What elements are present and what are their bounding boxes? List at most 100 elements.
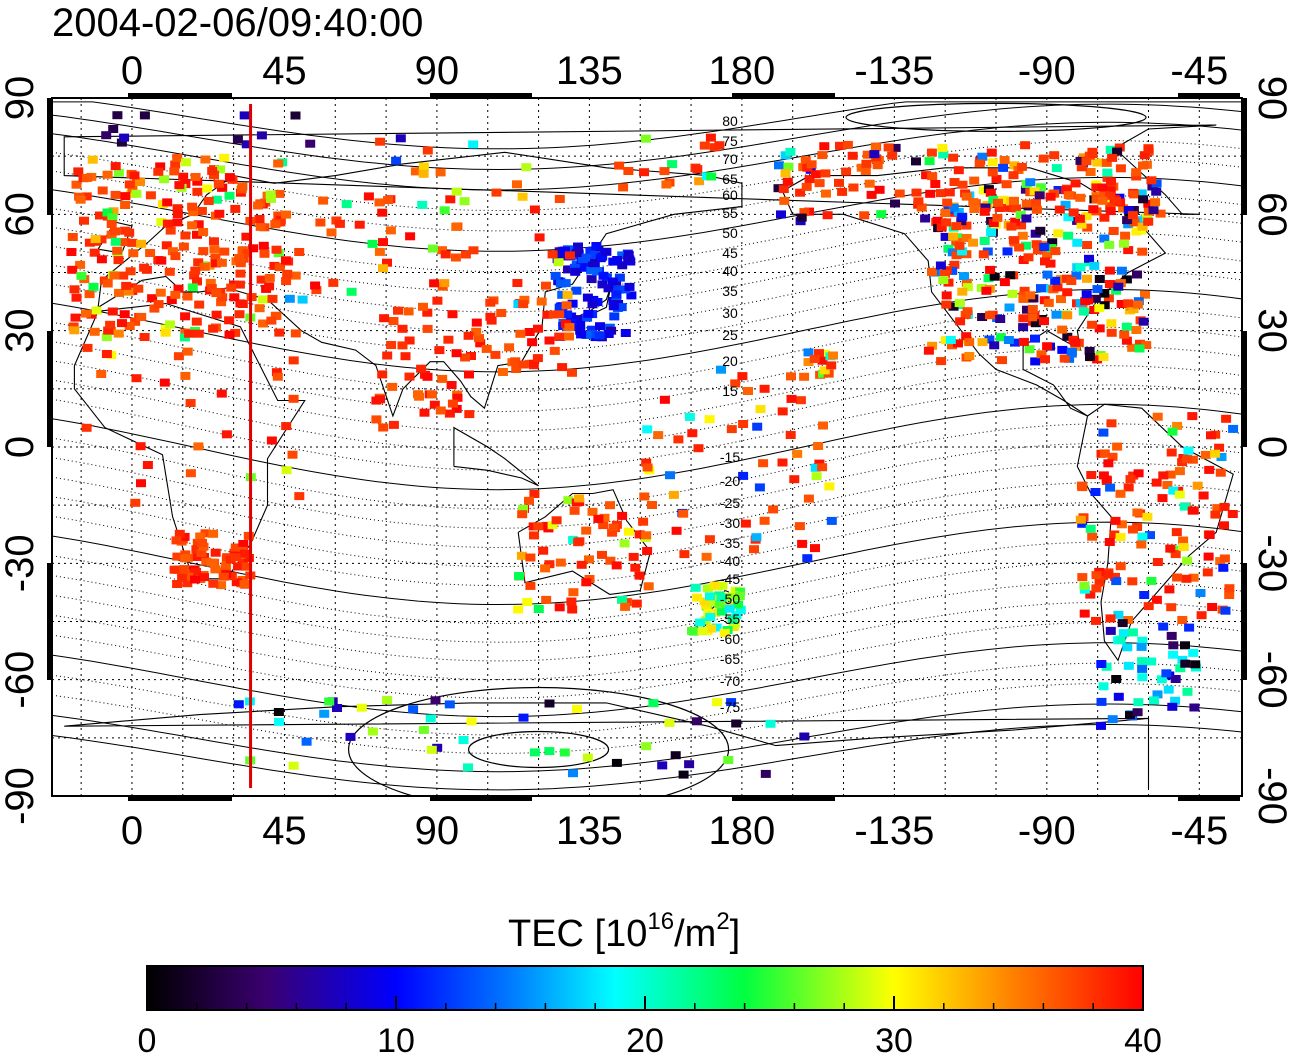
right-tick-label: 90 (1250, 76, 1292, 121)
tec-cell (427, 244, 438, 253)
tec-cell (1096, 721, 1106, 730)
tec-cell (1019, 286, 1030, 295)
tec-cell (290, 111, 301, 120)
tec-cell (568, 769, 578, 778)
tec-cell (1059, 354, 1070, 363)
tec-cell (678, 509, 689, 518)
tec-cell (463, 763, 473, 772)
tec-cell (786, 372, 796, 381)
tec-cell (119, 310, 130, 319)
tec-cell (949, 260, 960, 269)
tec-cell (101, 333, 112, 342)
tec-cell (1204, 465, 1215, 474)
tec-cell (1157, 494, 1168, 503)
bottom-tick-label: -45 (1170, 809, 1228, 853)
tec-cell (1094, 304, 1105, 313)
tec-cell (1009, 161, 1020, 170)
tec-cell (911, 157, 921, 166)
contour-label: 50 (722, 225, 738, 241)
tec-cell (1087, 150, 1098, 158)
tec-cell (778, 185, 789, 194)
tec-cell (1031, 205, 1042, 214)
tec-cell (374, 198, 385, 207)
tec-cell (563, 496, 574, 505)
tec-cell (1123, 220, 1134, 229)
tec-cell (1097, 196, 1108, 205)
tec-cell (139, 111, 150, 120)
tec-cell (1137, 636, 1148, 645)
tec-cell (634, 571, 645, 580)
tec-cell (617, 511, 628, 520)
tec-cell (273, 211, 284, 220)
tec-cell (270, 311, 281, 320)
tec-cell (639, 492, 650, 501)
tec-cell (89, 327, 100, 336)
tec-cell (1120, 231, 1131, 240)
top-tick-label: -45 (1170, 49, 1228, 93)
tec-cell (1105, 207, 1116, 216)
tec-cell (288, 356, 299, 365)
tec-cell (86, 310, 97, 319)
tec-cell (1166, 603, 1177, 612)
tec-cell (105, 320, 116, 329)
tec-cell (1123, 206, 1134, 214)
tec-cell (110, 162, 121, 171)
colorbar-title-end: ] (730, 913, 741, 955)
contour-label: -25 (720, 495, 740, 511)
tec-cell (1137, 222, 1148, 231)
colorbar-title-exponent: 16 (647, 908, 674, 935)
tec-cell (182, 292, 193, 301)
tec-cell (927, 267, 937, 276)
colorbar-title-exponent2: 2 (716, 908, 729, 935)
tec-cell (266, 194, 276, 203)
tec-cell (363, 192, 374, 201)
tec-cell (113, 256, 124, 265)
tec-cell (145, 249, 156, 257)
tec-cell (521, 163, 532, 172)
tec-cell (984, 335, 995, 344)
tec-cell (995, 333, 1006, 342)
magnetic-contour (52, 442, 1242, 529)
tec-cell (709, 581, 720, 590)
tec-cell (1105, 483, 1116, 492)
tec-cell (581, 526, 592, 535)
tec-cell (794, 522, 805, 531)
tec-cell (544, 336, 555, 345)
tec-cell (1078, 307, 1089, 316)
tec-cell (528, 359, 539, 368)
tec-cell (1131, 227, 1142, 236)
tec-cell (290, 329, 301, 338)
tec-cell (435, 168, 446, 177)
tec-cell (432, 296, 443, 305)
top-tick-label: 0 (121, 49, 143, 93)
bottom-tick-label: -135 (854, 809, 934, 853)
tec-cell (584, 555, 594, 564)
tec-cell (1143, 217, 1154, 226)
tec-cell (1107, 153, 1118, 162)
tec-cell (124, 180, 135, 189)
tec-cell (566, 318, 577, 327)
tec-cell (257, 295, 268, 304)
tec-cell (184, 329, 195, 338)
tec-cell (641, 531, 652, 540)
tec-cell (1076, 220, 1087, 229)
tec-cell (1183, 446, 1194, 455)
tec-cell (177, 573, 188, 582)
tec-cell (1203, 552, 1214, 561)
tec-cell (861, 159, 872, 168)
colorbar-tick-label: 40 (1124, 1022, 1162, 1057)
tec-cell (416, 364, 427, 373)
tec-cell (391, 156, 402, 165)
tec-cell (1174, 490, 1185, 499)
tec-cell (826, 361, 837, 370)
magnetic-contour (52, 601, 1242, 680)
tec-cell (1040, 355, 1050, 364)
tec-cell (1089, 261, 1100, 270)
tec-cell (422, 372, 433, 381)
tec-cell (193, 442, 204, 451)
tec-cell (1127, 211, 1138, 220)
tec-cell (117, 319, 127, 328)
tec-cell (587, 330, 598, 338)
tec-cell (429, 400, 440, 409)
